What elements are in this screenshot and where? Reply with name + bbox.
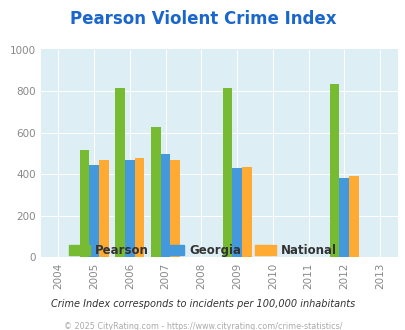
Bar: [329, 84, 339, 257]
Bar: [134, 158, 144, 257]
Bar: [160, 154, 170, 257]
Bar: [348, 176, 358, 257]
Bar: [151, 127, 160, 257]
Bar: [170, 160, 180, 257]
Bar: [115, 88, 125, 257]
Bar: [222, 88, 232, 257]
Bar: [241, 167, 251, 257]
Bar: [125, 160, 134, 257]
Text: Pearson Violent Crime Index: Pearson Violent Crime Index: [70, 10, 335, 28]
Bar: [89, 165, 99, 257]
Text: © 2025 CityRating.com - https://www.cityrating.com/crime-statistics/: © 2025 CityRating.com - https://www.city…: [64, 322, 341, 330]
Bar: [232, 168, 241, 257]
Bar: [79, 150, 89, 257]
Bar: [99, 160, 109, 257]
Text: Crime Index corresponds to incidents per 100,000 inhabitants: Crime Index corresponds to incidents per…: [51, 299, 354, 309]
Legend: Pearson, Georgia, National: Pearson, Georgia, National: [64, 239, 341, 261]
Bar: [339, 178, 348, 257]
